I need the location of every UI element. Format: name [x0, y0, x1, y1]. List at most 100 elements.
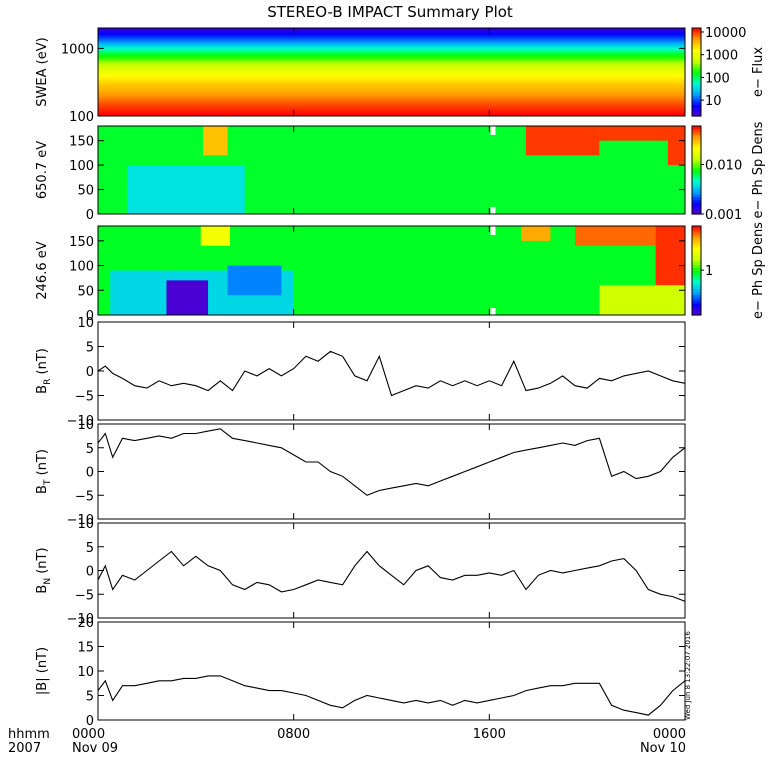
- y-label-unit: (nT): [35, 348, 50, 378]
- colorbar-label: e− Ph Sp Dens: [751, 121, 766, 218]
- y-tick-label: 5: [86, 341, 94, 356]
- spectrogram-band: [98, 46, 685, 49]
- colorbar-segment: [692, 155, 701, 159]
- colorbar-segment: [692, 303, 701, 307]
- spectrogram-2: [98, 126, 685, 214]
- y-axis-label: BT (nT): [35, 449, 53, 494]
- spectrogram-band: [98, 92, 685, 95]
- colorbar-tick-label: 1: [705, 264, 713, 279]
- colorbar-tick-label: 1000: [705, 49, 738, 64]
- spectrogram-feature: [166, 280, 209, 315]
- colorbar-segment: [692, 152, 701, 156]
- colorbar-segment: [692, 196, 701, 200]
- spectrogram-band: [98, 62, 685, 65]
- spectrogram-band: [98, 50, 685, 53]
- colorbar-segment: [692, 161, 701, 165]
- colorbar-label: e− Flux: [751, 47, 766, 97]
- y-tick-label: 10: [77, 316, 94, 331]
- y-tick-label: 0: [86, 208, 94, 223]
- colorbar-segment: [692, 80, 701, 85]
- panel-3: 1 e− Ph Sp Dens 0 50 100 150 246.6 eV: [35, 222, 766, 324]
- spectrogram-feature: [227, 265, 282, 296]
- colorbar-segment: [692, 104, 701, 108]
- colorbar-segment: [692, 255, 701, 260]
- data-gap-bottom: [490, 207, 496, 214]
- colorbar-segment: [692, 246, 701, 251]
- spectrogram-feature: [667, 126, 685, 166]
- field-line: [98, 675, 685, 716]
- data-gap-top: [490, 226, 496, 235]
- colorbar-segment: [692, 72, 701, 76]
- colorbar-segment: [692, 175, 701, 180]
- spectrogram-feature: [599, 126, 668, 141]
- y-label-subscript: R: [43, 379, 53, 385]
- panel-6: −10 −5 0 5 10 BN (nT): [35, 517, 686, 627]
- spectrogram-band: [98, 36, 685, 39]
- y-axis-label: BR (nT): [35, 348, 53, 394]
- spectrogram-band: [98, 100, 685, 103]
- colorbar-segment: [692, 237, 701, 242]
- colorbar-segment: [692, 187, 701, 192]
- spectrogram-band: [98, 114, 685, 116]
- panel-frame: [97, 27, 686, 117]
- colorbar-segment: [692, 45, 701, 50]
- colorbar-segment: [692, 243, 701, 248]
- colorbar-3: 1 e− Ph Sp Dens: [691, 222, 766, 319]
- field-line: [98, 550, 685, 602]
- spectrogram-band: [98, 38, 685, 41]
- colorbar-segment: [692, 312, 701, 316]
- spectrogram-band: [98, 64, 685, 67]
- colorbar-segment: [692, 28, 701, 32]
- colorbar-segment: [692, 137, 701, 142]
- y-tick-label: 10: [77, 418, 94, 433]
- colorbar-segment: [692, 282, 701, 286]
- time-tick-label: 0800: [277, 727, 310, 742]
- y-tick-label: −5: [75, 588, 94, 603]
- panel-frame: [97, 321, 686, 421]
- colorbar-segment: [692, 184, 701, 189]
- spectrogram-band: [98, 34, 685, 37]
- spectrogram-band: [98, 44, 685, 47]
- colorbar-segment: [692, 181, 701, 186]
- time-row-label-year: 2007: [8, 741, 41, 756]
- spectrogram-band: [98, 58, 685, 61]
- colorbar-segment: [692, 57, 701, 61]
- colorbar-segment: [692, 190, 701, 195]
- colorbar-segment: [692, 131, 701, 136]
- data-gap-top: [490, 126, 496, 135]
- spectrogram-feature: [203, 126, 228, 156]
- spectrogram-band: [98, 94, 685, 97]
- time-row-label-hhmm: hhmm: [8, 727, 50, 742]
- spectrogram-band: [98, 40, 685, 43]
- colorbar-segment: [692, 199, 701, 203]
- y-tick-label: −10: [67, 513, 94, 528]
- y-tick-label: 100: [69, 159, 94, 174]
- colorbar-segment: [692, 172, 701, 177]
- colorbar-segment: [692, 264, 701, 269]
- panel-frame: [97, 621, 686, 721]
- y-tick-label: 5: [86, 541, 94, 556]
- colorbar-frame: [691, 27, 702, 117]
- spectrogram-band: [98, 78, 685, 81]
- spectrogram-feature: [599, 285, 685, 315]
- colorbar-1: 10 100 1000 10000 e− Flux: [691, 26, 766, 117]
- colorbar-segment: [692, 231, 701, 236]
- colorbar-segment: [692, 258, 701, 263]
- colorbar-frame: [691, 125, 702, 215]
- y-axis-label: |B| (nT): [35, 647, 50, 695]
- y-label-unit: (nT): [35, 647, 50, 677]
- field-line: [98, 428, 685, 496]
- spectrogram-feature: [655, 226, 685, 286]
- spectrogram-band: [98, 70, 685, 73]
- y-axis-label: BN (nT): [35, 547, 53, 593]
- colorbar-segment: [692, 98, 701, 102]
- colorbar-segment: [692, 54, 701, 58]
- panel-frame: [97, 125, 686, 215]
- colorbar-segment: [692, 69, 701, 73]
- spectrogram-band: [98, 68, 685, 71]
- y-label-main: B: [35, 485, 50, 494]
- panel-2: 0.001 0.010 e− Ph Sp Dens 0 50 100 150 650.7 eV: [35, 121, 766, 223]
- spectrogram-band: [98, 32, 685, 35]
- y-label-unit: (nT): [35, 547, 50, 577]
- panel-4: −10 −5 0 5 10 BR (nT): [35, 316, 686, 429]
